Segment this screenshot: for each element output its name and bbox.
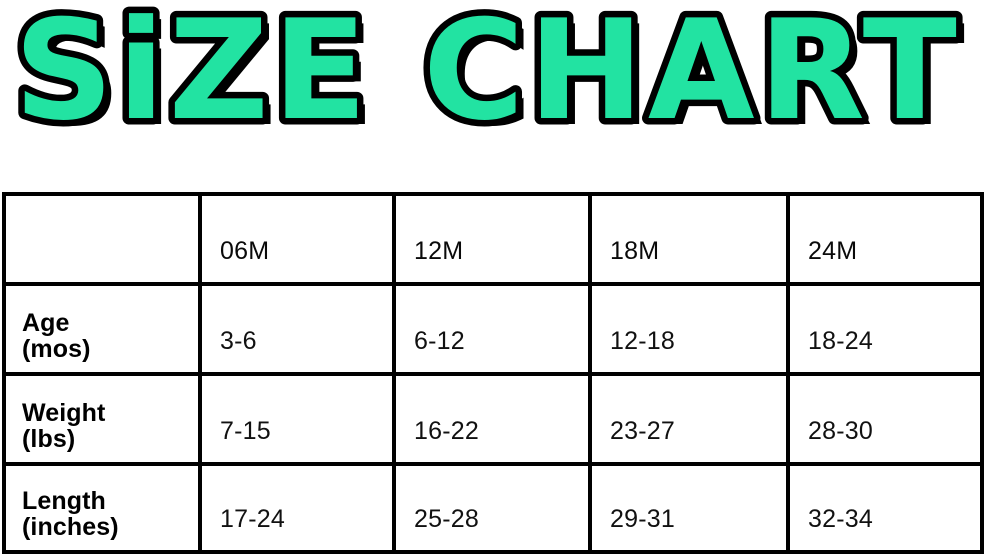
- cell-length-18m: 29-31: [588, 462, 790, 554]
- cell-weight-06m: 7-15: [198, 372, 396, 466]
- cell-weight-12m: 16-22: [392, 372, 592, 466]
- size-chart-table-wrapper: 06M 12M 18M 24M Age (mos): [0, 192, 984, 558]
- cell-length-24m-value: 32-34: [808, 505, 873, 533]
- column-header-12m-label: 12M: [414, 237, 464, 265]
- page-title-text: SiZE CHART: [14, 0, 961, 150]
- column-header-06m: 06M: [198, 192, 396, 286]
- row-header-length-label: Length (inches): [6, 488, 198, 550]
- page-title-outline: SiZE CHART: [14, 0, 961, 150]
- page-title-shadow: SiZE CHART: [22, 0, 969, 150]
- row-header-age-line2: (mos): [22, 335, 91, 363]
- cell-age-12m: 6-12: [392, 282, 592, 376]
- table-corner-blank: [2, 192, 202, 286]
- cell-age-18m: 12-18: [588, 282, 790, 376]
- cell-age-06m: 3-6: [198, 282, 396, 376]
- table-row-weight: Weight (lbs) 7-15 16-22 23-27 28-30: [2, 372, 984, 466]
- row-header-length: Length (inches): [2, 462, 202, 554]
- column-header-18m-label: 18M: [610, 237, 660, 265]
- row-header-age-label: Age (mos): [6, 310, 198, 372]
- table-header-row: 06M 12M 18M 24M: [2, 192, 984, 286]
- row-header-age: Age (mos): [2, 282, 202, 376]
- table-row-length: Length (inches) 17-24 25-28 29-31 32-34: [2, 462, 984, 554]
- cell-length-12m-value: 25-28: [414, 505, 479, 533]
- column-header-24m: 24M: [786, 192, 984, 286]
- page-title-block: SiZE CHART SiZE CHART SiZE CHART: [0, 0, 984, 150]
- cell-weight-06m-value: 7-15: [220, 417, 271, 445]
- cell-weight-24m: 28-30: [786, 372, 984, 466]
- cell-age-12m-value: 6-12: [414, 327, 465, 355]
- row-header-length-line2: (inches): [22, 513, 119, 541]
- table-row-age: Age (mos) 3-6 6-12 12-18 18-24: [2, 282, 984, 376]
- column-header-24m-label: 24M: [808, 237, 858, 265]
- cell-length-06m-value: 17-24: [220, 505, 285, 533]
- cell-length-24m: 32-34: [786, 462, 984, 554]
- cell-age-24m-value: 18-24: [808, 327, 873, 355]
- cell-age-18m-value: 12-18: [610, 327, 675, 355]
- row-header-weight-label: Weight (lbs): [6, 400, 198, 462]
- row-header-weight-line1: Weight: [22, 399, 106, 427]
- cell-length-18m-value: 29-31: [610, 505, 675, 533]
- cell-age-24m: 18-24: [786, 282, 984, 376]
- cell-age-06m-value: 3-6: [220, 327, 257, 355]
- page-title-graphic: SiZE CHART SiZE CHART SiZE CHART: [8, 0, 969, 150]
- size-chart-table: 06M 12M 18M 24M Age (mos): [2, 192, 984, 554]
- column-header-18m: 18M: [588, 192, 790, 286]
- cell-weight-24m-value: 28-30: [808, 417, 873, 445]
- cell-weight-12m-value: 16-22: [414, 417, 479, 445]
- row-header-length-line1: Length: [22, 487, 106, 515]
- cell-length-06m: 17-24: [198, 462, 396, 554]
- column-header-06m-label: 06M: [220, 237, 270, 265]
- column-header-12m: 12M: [392, 192, 592, 286]
- cell-weight-18m: 23-27: [588, 372, 790, 466]
- cell-weight-18m-value: 23-27: [610, 417, 675, 445]
- row-header-weight: Weight (lbs): [2, 372, 202, 466]
- row-header-weight-line2: (lbs): [22, 425, 76, 453]
- row-header-age-line1: Age: [22, 309, 70, 337]
- cell-length-12m: 25-28: [392, 462, 592, 554]
